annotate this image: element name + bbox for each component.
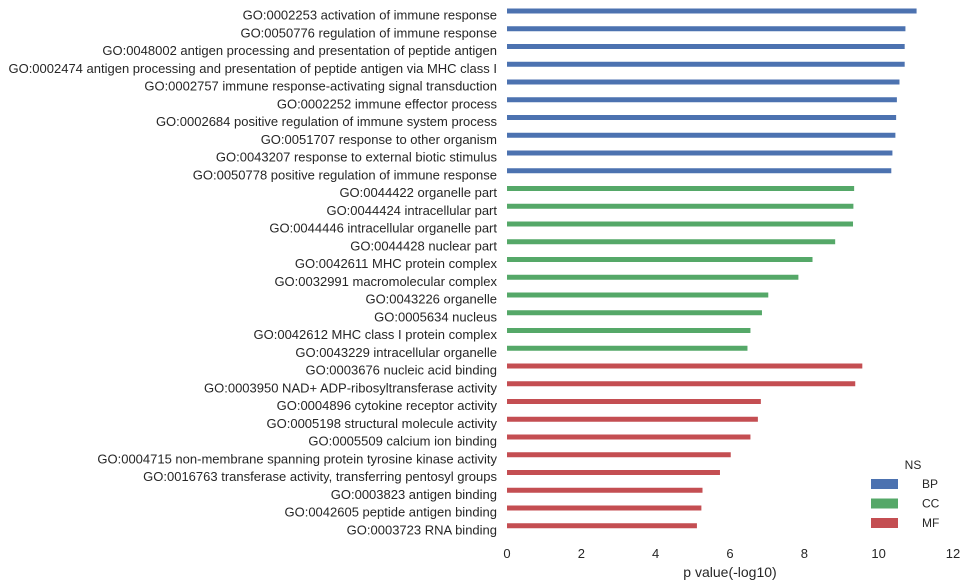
bar-bp (507, 115, 897, 120)
x-tick-label: 4 (652, 546, 659, 561)
x-tick-label: 12 (946, 546, 960, 561)
category-label: GO:0003823 antigen binding (331, 487, 497, 502)
bar-cc (507, 203, 854, 209)
legend-label-bp: BP (922, 477, 938, 491)
bar-mf (507, 505, 702, 511)
category-label: GO:0043207 response to external biotic s… (216, 150, 498, 165)
category-label: GO:0003676 nucleic acid binding (305, 363, 497, 378)
legend-title: NS (905, 458, 922, 472)
bar-mf (507, 487, 703, 493)
bar-bp (507, 8, 917, 14)
x-tick-label: 2 (578, 546, 585, 561)
category-label: GO:0002252 immune effector process (277, 96, 498, 111)
legend-swatch-cc (871, 498, 898, 509)
bar-cc (507, 310, 762, 316)
bar-bp (507, 132, 896, 138)
bar-mf (507, 470, 720, 475)
category-label: GO:0032991 macromolecular complex (274, 274, 497, 289)
bar-cc (507, 328, 751, 333)
bar-mf (507, 434, 751, 440)
category-label: GO:0002474 antigen processing and presen… (8, 61, 497, 76)
category-label: GO:0003723 RNA binding (347, 522, 497, 537)
category-label: GO:0051707 response to other organism (261, 132, 497, 147)
category-label: GO:0042605 peptide antigen binding (284, 505, 497, 520)
bar-bp (507, 79, 900, 85)
category-label: GO:0005198 structural molecule activity (267, 416, 498, 431)
x-axis-ticks: 0 2 4 6 8 10 12 (503, 546, 960, 561)
category-label: GO:0003950 NAD+ ADP-ribosyltransferase a… (204, 380, 497, 395)
x-tick-label: 10 (871, 546, 885, 561)
category-label: GO:0004715 non-membrane spanning protein… (97, 451, 497, 466)
bar-bp (507, 150, 893, 156)
category-label: GO:0044428 nuclear part (350, 238, 497, 253)
bar-mf (507, 416, 758, 422)
bar-group (507, 8, 917, 529)
bar-mf (507, 399, 761, 404)
bar-cc (507, 186, 855, 191)
category-label: GO:0043229 intracellular organelle (295, 345, 497, 360)
bar-cc (507, 292, 769, 298)
bar-cc (507, 274, 799, 280)
category-label: GO:0002757 immune response-activating si… (144, 79, 497, 94)
bar-cc (507, 257, 813, 262)
bar-mf (507, 363, 863, 369)
x-axis-title: p value(-log10) (683, 564, 776, 580)
category-label: GO:0050776 regulation of immune response (240, 25, 497, 40)
category-label: GO:0048002 antigen processing and presen… (102, 43, 497, 58)
bar-bp (507, 97, 897, 103)
bar-bp (507, 44, 905, 49)
bar-bp (507, 61, 905, 67)
x-tick-label: 6 (726, 546, 733, 561)
category-label: GO:0016763 transferase activity, transfe… (143, 469, 497, 484)
category-label: GO:0050778 positive regulation of immune… (193, 167, 497, 182)
bar-mf (507, 523, 697, 529)
category-label: GO:0042612 MHC class I protein complex (254, 327, 498, 342)
category-label: GO:0044446 intracellular organelle part (269, 221, 497, 236)
bar-cc (507, 221, 854, 227)
category-label: GO:0042611 MHC protein complex (295, 256, 498, 271)
category-labels: GO:0002253 activation of immune response… (8, 8, 497, 538)
category-label: GO:0005509 calcium ion binding (308, 434, 497, 449)
bar-mf (507, 381, 856, 387)
bar-cc (507, 345, 748, 351)
category-label: GO:0004896 cytokine receptor activity (277, 398, 498, 413)
bar-mf (507, 452, 731, 458)
legend-swatch-bp (871, 479, 898, 489)
legend-label-cc: CC (922, 497, 940, 511)
bar-cc (507, 239, 836, 245)
legend-swatch-mf (871, 518, 898, 528)
category-label: GO:0043226 organelle (365, 292, 497, 307)
bar-bp (507, 168, 892, 174)
x-tick-label: 8 (801, 546, 808, 561)
legend: NS BP CC MF (871, 458, 940, 530)
category-label: GO:0002684 positive regulation of immune… (156, 114, 498, 129)
legend-label-mf: MF (922, 516, 939, 530)
category-label: GO:0044422 organelle part (339, 185, 497, 200)
category-label: GO:0005634 nucleus (374, 309, 497, 324)
x-tick-label: 0 (503, 546, 510, 561)
category-label: GO:0002253 activation of immune response (243, 8, 497, 23)
bar-bp (507, 26, 906, 32)
category-label: GO:0044424 intracellular part (326, 203, 497, 218)
